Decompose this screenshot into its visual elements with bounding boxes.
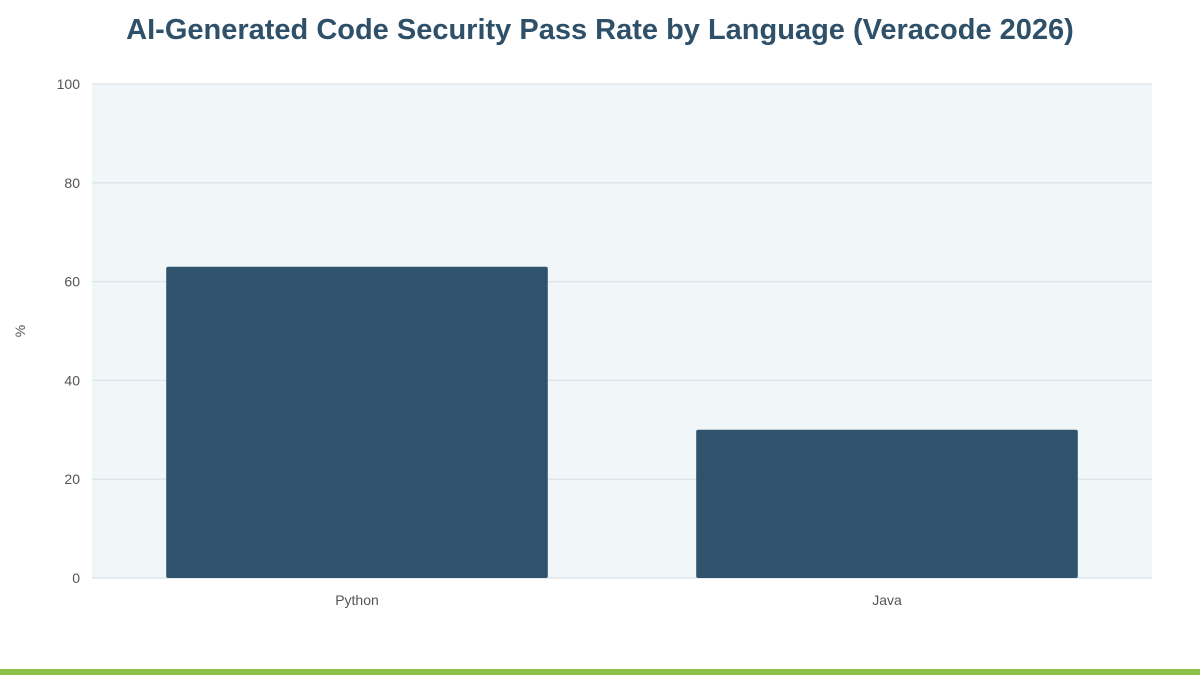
- x-tick-label: Java: [872, 592, 902, 608]
- x-tick-label: Python: [335, 592, 379, 608]
- y-tick-label: 0: [72, 570, 80, 586]
- accent-bottom-bar: [0, 669, 1200, 675]
- chart-title: AI-Generated Code Security Pass Rate by …: [126, 14, 1074, 46]
- bar-java: [696, 429, 1078, 578]
- y-tick-label: 60: [64, 274, 80, 290]
- y-tick-label: 100: [57, 76, 81, 92]
- y-axis-label: %: [12, 325, 28, 337]
- bar-python: [166, 266, 548, 578]
- y-tick-label: 80: [64, 175, 80, 191]
- y-tick-label: 40: [64, 372, 80, 388]
- y-tick-label: 20: [64, 471, 80, 487]
